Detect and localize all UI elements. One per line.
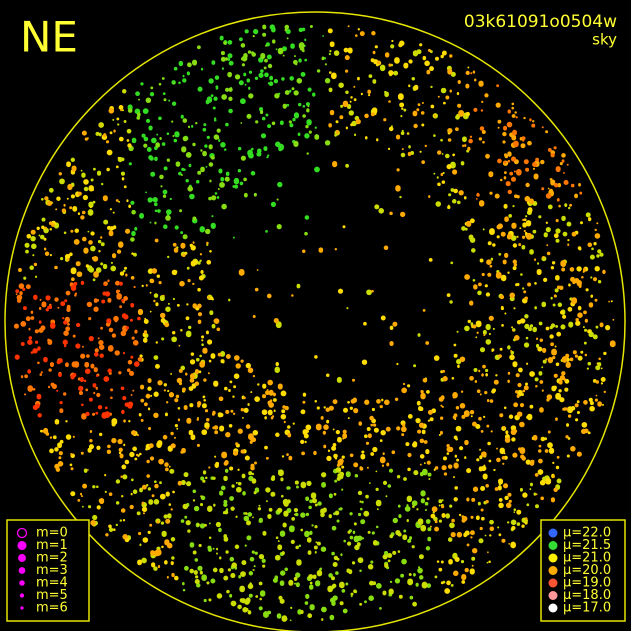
magnitude-swatch [16, 527, 28, 539]
magnitude-label: m=1 [36, 538, 68, 553]
frame-id: 03k61091o0504w [464, 12, 617, 32]
brightness-swatch [548, 578, 558, 588]
magnitude-label: m=3 [36, 563, 68, 578]
brightness-label: μ=20.0 [563, 563, 611, 578]
filter-label: sky [592, 31, 617, 49]
magnitude-swatch [17, 540, 27, 551]
star-group [127, 24, 326, 239]
star-group [18, 25, 616, 581]
magnitude-label: m=0 [36, 526, 68, 541]
magnitude-label: m=4 [36, 576, 68, 591]
brightness-label: μ=18.0 [563, 588, 611, 603]
brightness-label: μ=22.0 [563, 526, 611, 541]
brightness-swatch [548, 566, 558, 575]
legends: m=0m=1m=2m=3m=4m=5m=6μ=22.0μ=21.5μ=21.0μ… [16, 526, 611, 616]
horizon-circle [4, 11, 626, 631]
magnitude-label: m=6 [36, 601, 68, 616]
brightness-swatch [548, 603, 558, 613]
magnitude-swatch [19, 593, 25, 598]
star-field [13, 24, 616, 622]
magnitude-swatch [19, 580, 25, 586]
magnitude-swatch [20, 606, 24, 610]
magnitude-swatch [18, 554, 26, 562]
brightness-label: μ=21.0 [563, 551, 611, 566]
brightness-label: μ=17.0 [563, 601, 611, 616]
brightness-label: μ=19.0 [563, 576, 611, 591]
brightness-swatch [548, 541, 558, 550]
star-group [14, 280, 141, 419]
brightness-swatch [548, 553, 558, 563]
brightness-label: μ=21.5 [563, 538, 611, 553]
direction-label: NE [20, 13, 78, 62]
magnitude-label: m=5 [36, 588, 68, 603]
magnitude-swatch [18, 567, 26, 574]
brightness-swatch [548, 591, 558, 600]
magnitude-label: m=2 [36, 551, 68, 566]
brightness-swatch [548, 528, 558, 538]
